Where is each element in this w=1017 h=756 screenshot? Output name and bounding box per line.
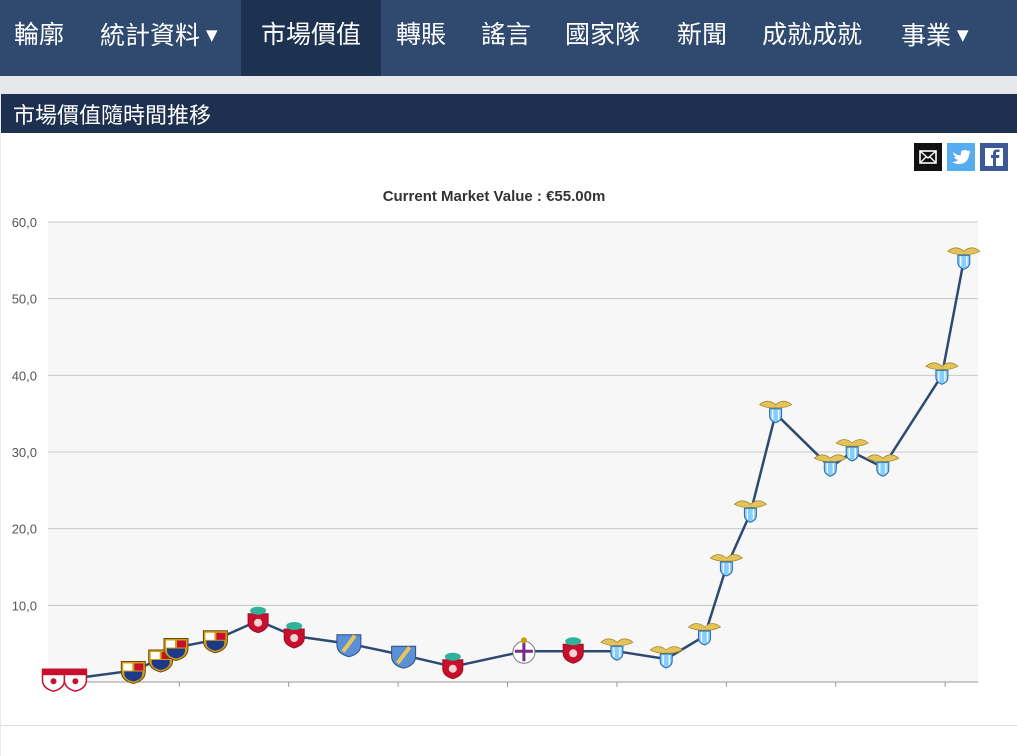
lazio-crest-icon [687, 623, 722, 646]
lazio-crest-icon [947, 247, 981, 270]
email-share-button[interactable] [914, 143, 942, 171]
panel-footer-divider [1, 725, 1017, 726]
barcelona-crest-icon [202, 630, 228, 654]
lazio-crest-icon [649, 646, 683, 669]
barcelona-crest-icon [163, 638, 189, 662]
lazio-crest-icon [600, 638, 634, 661]
x-tick-label: 2018 [712, 691, 741, 694]
nav-divider [0, 76, 1017, 94]
nav-item-career[interactable]: 事業 ▼ [901, 21, 969, 50]
lazio-crest-icon [835, 439, 869, 462]
market-value-chart: Current Market Value : €55.00m 10,0 20,0 3… [12, 188, 981, 694]
facebook-icon [985, 148, 1003, 166]
lazio-crest-icon [733, 500, 768, 523]
liverpool-crest-icon [247, 606, 269, 634]
nav-item-national-team[interactable]: 國家隊 [565, 20, 641, 49]
lazio-crest-icon [709, 554, 744, 577]
lazio-crest-icon [813, 454, 848, 477]
lazio-crest-icon [758, 400, 793, 424]
y-tick-label: 60,0 [12, 215, 37, 230]
twitter-icon [952, 150, 971, 164]
x-tick-label: 2014 [274, 691, 303, 694]
lazio-crest-icon [866, 454, 900, 477]
x-tick-label: 2016 [493, 691, 522, 694]
nav-item-market-value[interactable]: 市場價值 [241, 0, 381, 76]
y-tick-label: 50,0 [12, 292, 37, 307]
liverpool-crest-icon [562, 637, 584, 664]
y-tick-label: 40,0 [12, 368, 37, 383]
liverpool-crest-icon [442, 652, 464, 680]
nav-item-rumours[interactable]: 謠言 [481, 20, 532, 49]
chart-title: Current Market Value : €55.00m [383, 188, 606, 205]
x-tick-label: 2020 [931, 691, 960, 694]
nav-item-profile[interactable]: 輪廓 [14, 20, 65, 49]
panel-title: 市場價值隨時間推移 [13, 104, 212, 129]
malaga-crest-icon [391, 645, 417, 669]
twitter-share-button[interactable] [947, 143, 975, 171]
y-tick-label: 30,0 [12, 445, 37, 460]
nav-item-news[interactable]: 新聞 [677, 20, 728, 49]
y-tick-label: 10,0 [12, 598, 37, 613]
y-tick-label: 20,0 [12, 522, 37, 537]
deportivo-crest-icon [512, 637, 536, 664]
lazio-crest-icon [925, 362, 959, 385]
liverpool-crest-icon [283, 622, 305, 649]
top-nav: 輪廓 統計資料 ▼ 市場價值 轉賬 謠言 國家隊 新聞 成就成就 事業 ▼ [0, 0, 1017, 76]
chevron-down-icon: ▼ [206, 26, 218, 44]
market-value-panel: 市場價值隨時間推移 Current Market Value : €55.00m… [1, 94, 1017, 756]
nav-item-stats[interactable]: 統計資料 ▼ [100, 21, 218, 50]
x-tick-label: 2012 [55, 691, 84, 694]
x-tick-label: 2013 [165, 691, 194, 694]
x-tick-label: 2015 [384, 691, 413, 694]
nav-item-achievements[interactable]: 成就成就 [762, 20, 863, 49]
barcelona-crest-icon [120, 661, 146, 685]
nav-item-transfers[interactable]: 轉賬 [396, 20, 447, 49]
chevron-down-icon: ▼ [957, 26, 969, 44]
sevilla-crest-icon [63, 668, 88, 692]
email-icon [919, 150, 937, 164]
sevilla-crest-icon [41, 668, 66, 692]
facebook-share-button[interactable] [980, 143, 1008, 171]
x-tick-label: 2019 [821, 691, 850, 694]
malaga-crest-icon [336, 634, 362, 658]
x-tick-label: 2017 [602, 691, 631, 694]
panel-header: 市場價值隨時間推移 [1, 94, 1017, 133]
